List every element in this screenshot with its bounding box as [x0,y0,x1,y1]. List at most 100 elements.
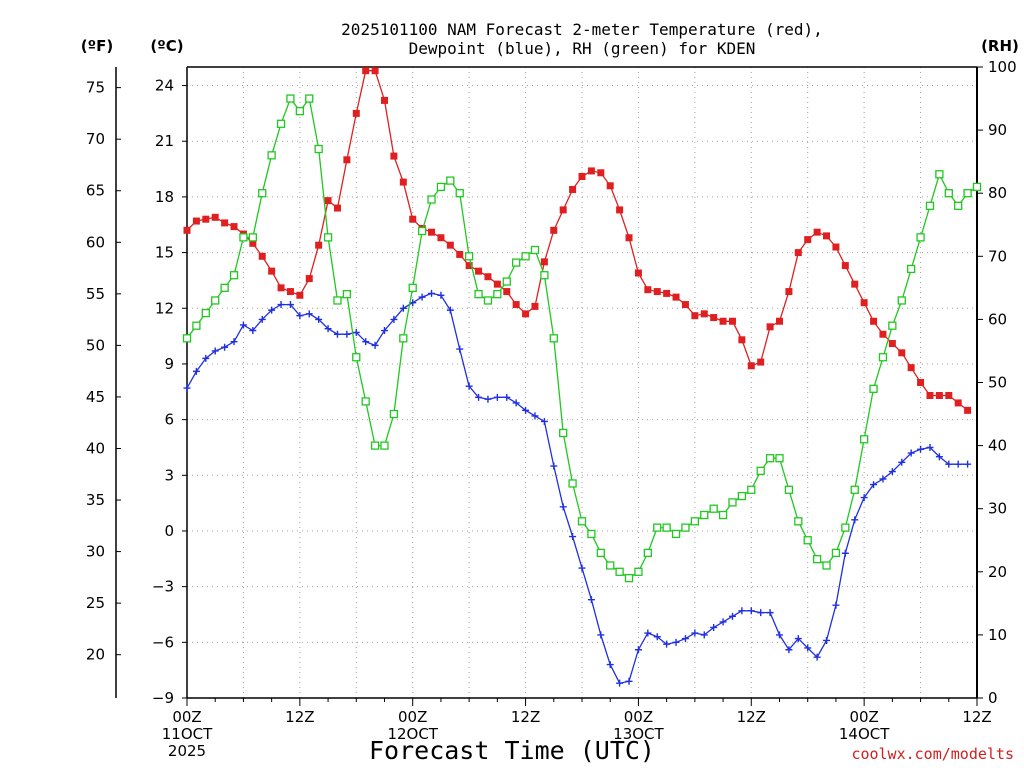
rh-point [568,479,577,488]
dewpoint-point [540,417,548,425]
rh-point [671,529,681,539]
x-axis-label: Forecast Time (UTC) [369,736,655,765]
fahrenheit-tick-label: 20 [86,646,105,664]
rh-point [201,308,210,318]
rh-point [859,435,869,444]
rh-point [239,233,248,242]
temperature-point [352,109,360,117]
dewpoint-point [794,635,802,643]
rh-tick-label: 20 [988,563,1007,581]
celsius-tick-label: 12 [155,299,174,317]
x-tick-label: 14OCT [839,725,890,743]
rh-point [794,517,803,526]
temperature-point [324,197,332,205]
rh-point [935,170,944,179]
temperature-point [343,156,351,164]
dewpoint-point [644,629,652,637]
celsius-tick-label: 24 [155,77,174,95]
rh-point [530,245,540,255]
rh-point [192,321,201,330]
temperature-point [371,67,379,75]
celsius-tick-label: 6 [164,411,174,429]
rh-point [822,561,831,570]
rh-point [286,94,295,103]
fahrenheit-tick-label: 30 [86,543,105,561]
dewpoint-point [484,395,492,403]
rh-point [427,195,436,204]
rh-tick-label: 0 [988,689,998,707]
rh-point [812,555,822,564]
temperature-point [493,280,501,288]
rh-point [954,201,963,210]
dewpoint-point [418,293,426,301]
dewpoint-point [559,503,567,511]
temperature-point [249,239,257,247]
x-tick-label: 00Z [398,708,427,726]
temperature-point [747,362,755,370]
temperature-point [484,273,492,281]
dewpoint-point [898,458,906,466]
temperature-point [653,288,661,296]
rh-point [399,334,408,343]
fahrenheit-tick-label: 35 [86,491,105,509]
fahrenheit-unit-label: (ºF) [81,37,113,55]
rh-point [897,296,906,305]
temperature-point [550,226,558,234]
temperature-point [569,185,577,193]
dewpoint-point [785,646,793,654]
dewpoint-point [522,406,530,414]
dewpoint-point [202,354,210,362]
chart-title-line-2: Dewpoint (blue), RH (green) for KDEN [409,39,756,58]
dewpoint-point [634,646,642,654]
temperature-point [757,358,765,366]
series-line-temperature [186,70,969,411]
dewpoint-point [954,460,962,468]
dewpoint-point [804,644,812,652]
temperature-point [587,167,595,175]
rh-point [229,271,239,280]
rh-point [634,567,643,576]
rh-point [540,271,549,280]
fahrenheit-tick-label: 50 [86,336,105,354]
dewpoint-point [211,347,219,355]
temperature-point [268,267,276,275]
rh-point [963,189,972,198]
temperature-point [935,391,943,399]
dewpoint-point [907,449,915,457]
rh-point [681,523,690,532]
dewpoint-point [616,679,624,687]
fahrenheit-tick-label: 55 [86,285,105,303]
temperature-point [381,96,388,104]
dewpoint-point [879,475,887,483]
dewpoint-point [390,315,398,323]
dewpoint-point [277,301,285,309]
dewpoint-point [945,460,953,468]
rh-point [615,567,624,576]
temperature-point [296,291,304,299]
series-temperature [183,67,972,414]
x-tick-label: 12Z [511,708,540,726]
celsius-unit-label: (ºC) [150,37,183,55]
temperature-point [964,406,972,414]
dewpoint-point [249,327,257,335]
dewpoint-point [625,677,633,685]
rh-point [944,189,953,198]
dewpoint-point [935,453,943,461]
rh-point [417,226,427,236]
celsius-tick-label: 21 [155,132,174,150]
dewpoint-point [428,289,436,297]
temperature-point [870,317,878,325]
temperature-point [879,330,887,338]
temperature-point [606,182,614,190]
rh-point [624,573,634,583]
rh-point [333,296,342,305]
dewpoint-point [719,618,727,626]
rh-point [596,548,605,558]
temperature-point [644,286,652,294]
rh-point [577,517,587,526]
dewpoint-point [192,367,200,375]
temperature-point [446,241,454,249]
dewpoint-point [681,635,689,643]
series-line-dewpoint [186,292,968,684]
rh-tick-label: 30 [988,500,1007,518]
